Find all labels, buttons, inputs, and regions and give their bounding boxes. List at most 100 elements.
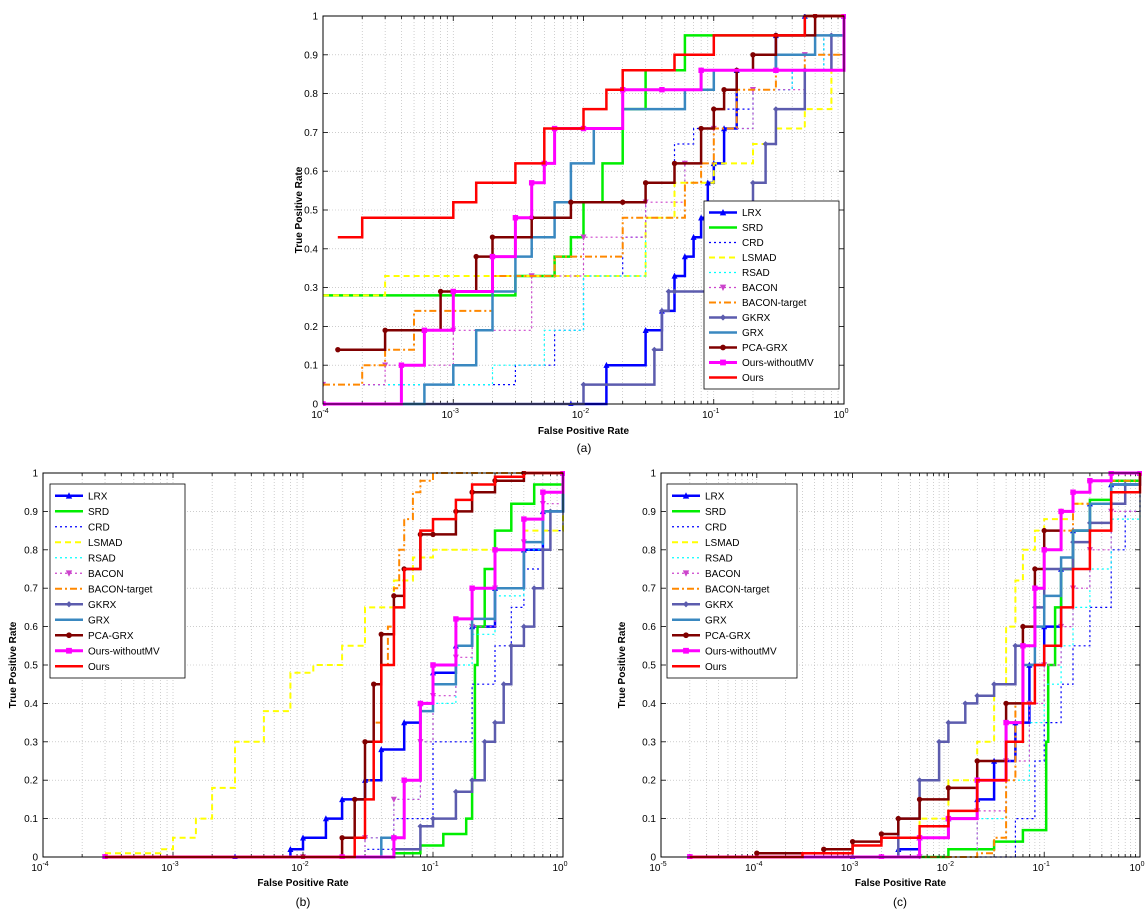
data-point bbox=[452, 788, 459, 795]
legend-entry-label: CRD bbox=[88, 522, 110, 533]
x-tick-label: 10-2 bbox=[937, 861, 954, 874]
legend: LRX SRD CRD LSMAD RSAD BACON BACON-target GKRX G… bbox=[49, 483, 186, 679]
legend-marker bbox=[720, 359, 726, 366]
data-point bbox=[453, 616, 459, 622]
data-point bbox=[754, 850, 760, 856]
legend-marker bbox=[682, 492, 690, 499]
data-point bbox=[698, 125, 704, 132]
y-tick-label: 1 bbox=[32, 469, 38, 480]
panel-label: (a) bbox=[577, 441, 592, 455]
y-tick-label: 0.2 bbox=[304, 322, 318, 333]
data-point bbox=[1032, 585, 1038, 591]
series-line-pca-grx bbox=[105, 471, 563, 859]
x-axis-label: False Positive Rate bbox=[855, 878, 947, 889]
legend-marker bbox=[66, 647, 72, 654]
data-point bbox=[659, 87, 665, 93]
axes-frame bbox=[42, 472, 564, 858]
data-point bbox=[878, 831, 885, 837]
legend-entry-label: Ours-withoutMV bbox=[742, 358, 814, 369]
legend-marker bbox=[719, 284, 727, 292]
data-point bbox=[1070, 489, 1076, 495]
y-tick-label: 0.1 bbox=[24, 814, 38, 825]
series-markers-pca-grx bbox=[335, 14, 846, 353]
legend-box bbox=[703, 200, 840, 390]
legend-entry-label: CRD bbox=[742, 238, 764, 249]
legend-entry-label: GRX bbox=[705, 615, 727, 626]
data-point bbox=[603, 361, 610, 368]
data-point bbox=[362, 739, 368, 745]
legend-marker bbox=[682, 570, 690, 577]
chart-panel-1: 10-4 10-3 10-2 10-1 10000.10.20.30.40.50.60.… bbox=[294, 12, 849, 456]
y-axis-label: True Positive Rate bbox=[617, 621, 628, 708]
legend-marker bbox=[65, 601, 73, 608]
y-tick-label: 0.2 bbox=[642, 776, 656, 787]
legend-entry-label: RSAD bbox=[705, 553, 733, 564]
data-point bbox=[974, 758, 980, 764]
legend-entry-label: Ours bbox=[705, 662, 727, 673]
legend-box bbox=[49, 483, 186, 679]
data-point bbox=[401, 719, 408, 726]
legend-marker bbox=[683, 647, 689, 654]
data-point bbox=[916, 777, 923, 784]
y-tick-label: 0.7 bbox=[304, 128, 318, 139]
x-tick-label: 10-4 bbox=[745, 861, 762, 874]
y-tick-label: 0.4 bbox=[304, 244, 318, 255]
data-point bbox=[895, 815, 902, 822]
data-point bbox=[469, 777, 476, 784]
x-tick-label: 100 bbox=[552, 861, 567, 874]
series-line-lsmad bbox=[689, 473, 1141, 858]
data-point bbox=[711, 106, 717, 112]
data-point bbox=[430, 815, 436, 822]
legend: LRX SRD CRD LSMAD RSAD BACON BACON-target GKRX G… bbox=[666, 483, 798, 679]
legend-entry-label: CRD bbox=[705, 522, 727, 533]
data-point bbox=[339, 796, 346, 803]
legend-entry-label: BACON bbox=[88, 569, 124, 580]
data-point bbox=[1041, 547, 1047, 553]
x-tick-label: 10-3 bbox=[442, 408, 459, 421]
series-group bbox=[323, 14, 846, 406]
data-point bbox=[391, 835, 397, 841]
legend: LRX SRD CRD LSMAD RSAD BACON BACON-target GKRX G… bbox=[703, 200, 840, 390]
data-point bbox=[473, 253, 479, 260]
legend-entry-label: SRD bbox=[88, 507, 109, 518]
legend-entry-label: Ours-withoutMV bbox=[88, 646, 160, 657]
data-point bbox=[750, 52, 756, 58]
legend-entry-label: BACON bbox=[705, 569, 741, 580]
y-tick-label: 0.9 bbox=[304, 50, 318, 61]
legend-entry-label: GKRX bbox=[742, 313, 771, 324]
x-tick-label: 10-3 bbox=[841, 861, 858, 874]
data-point bbox=[339, 835, 345, 841]
series-line-lsmad bbox=[105, 473, 564, 855]
legend-marker bbox=[719, 208, 727, 216]
y-tick-label: 0.6 bbox=[24, 622, 38, 633]
legend-marker bbox=[682, 601, 690, 608]
series-line-ours-withoutmv bbox=[323, 16, 846, 406]
data-point bbox=[659, 307, 665, 314]
data-point bbox=[512, 215, 519, 221]
data-point bbox=[772, 106, 779, 113]
data-point bbox=[671, 288, 678, 295]
data-point bbox=[322, 815, 329, 822]
data-point bbox=[371, 681, 377, 687]
y-tick-label: 0.8 bbox=[24, 545, 38, 556]
data-point bbox=[378, 631, 384, 637]
data-point bbox=[430, 662, 436, 668]
series-line-lsmad bbox=[323, 16, 845, 297]
x-tick-label: 10-1 bbox=[702, 408, 719, 421]
data-point bbox=[681, 253, 688, 260]
series-line-crd bbox=[105, 473, 564, 858]
legend-box bbox=[666, 483, 798, 679]
data-point bbox=[528, 180, 535, 186]
data-point bbox=[698, 67, 704, 74]
y-axis-label: True Positive Rate bbox=[8, 621, 19, 708]
data-point bbox=[1032, 566, 1038, 572]
data-point bbox=[539, 546, 546, 553]
data-point bbox=[945, 785, 952, 791]
y-tick-label: 0.4 bbox=[24, 699, 38, 710]
data-point bbox=[521, 516, 527, 522]
data-point bbox=[762, 141, 769, 147]
x-tick-label: 100 bbox=[1129, 861, 1144, 874]
legend-marker bbox=[720, 344, 726, 351]
data-point bbox=[642, 180, 649, 186]
legend-entry-label: BACON-target bbox=[705, 584, 770, 595]
